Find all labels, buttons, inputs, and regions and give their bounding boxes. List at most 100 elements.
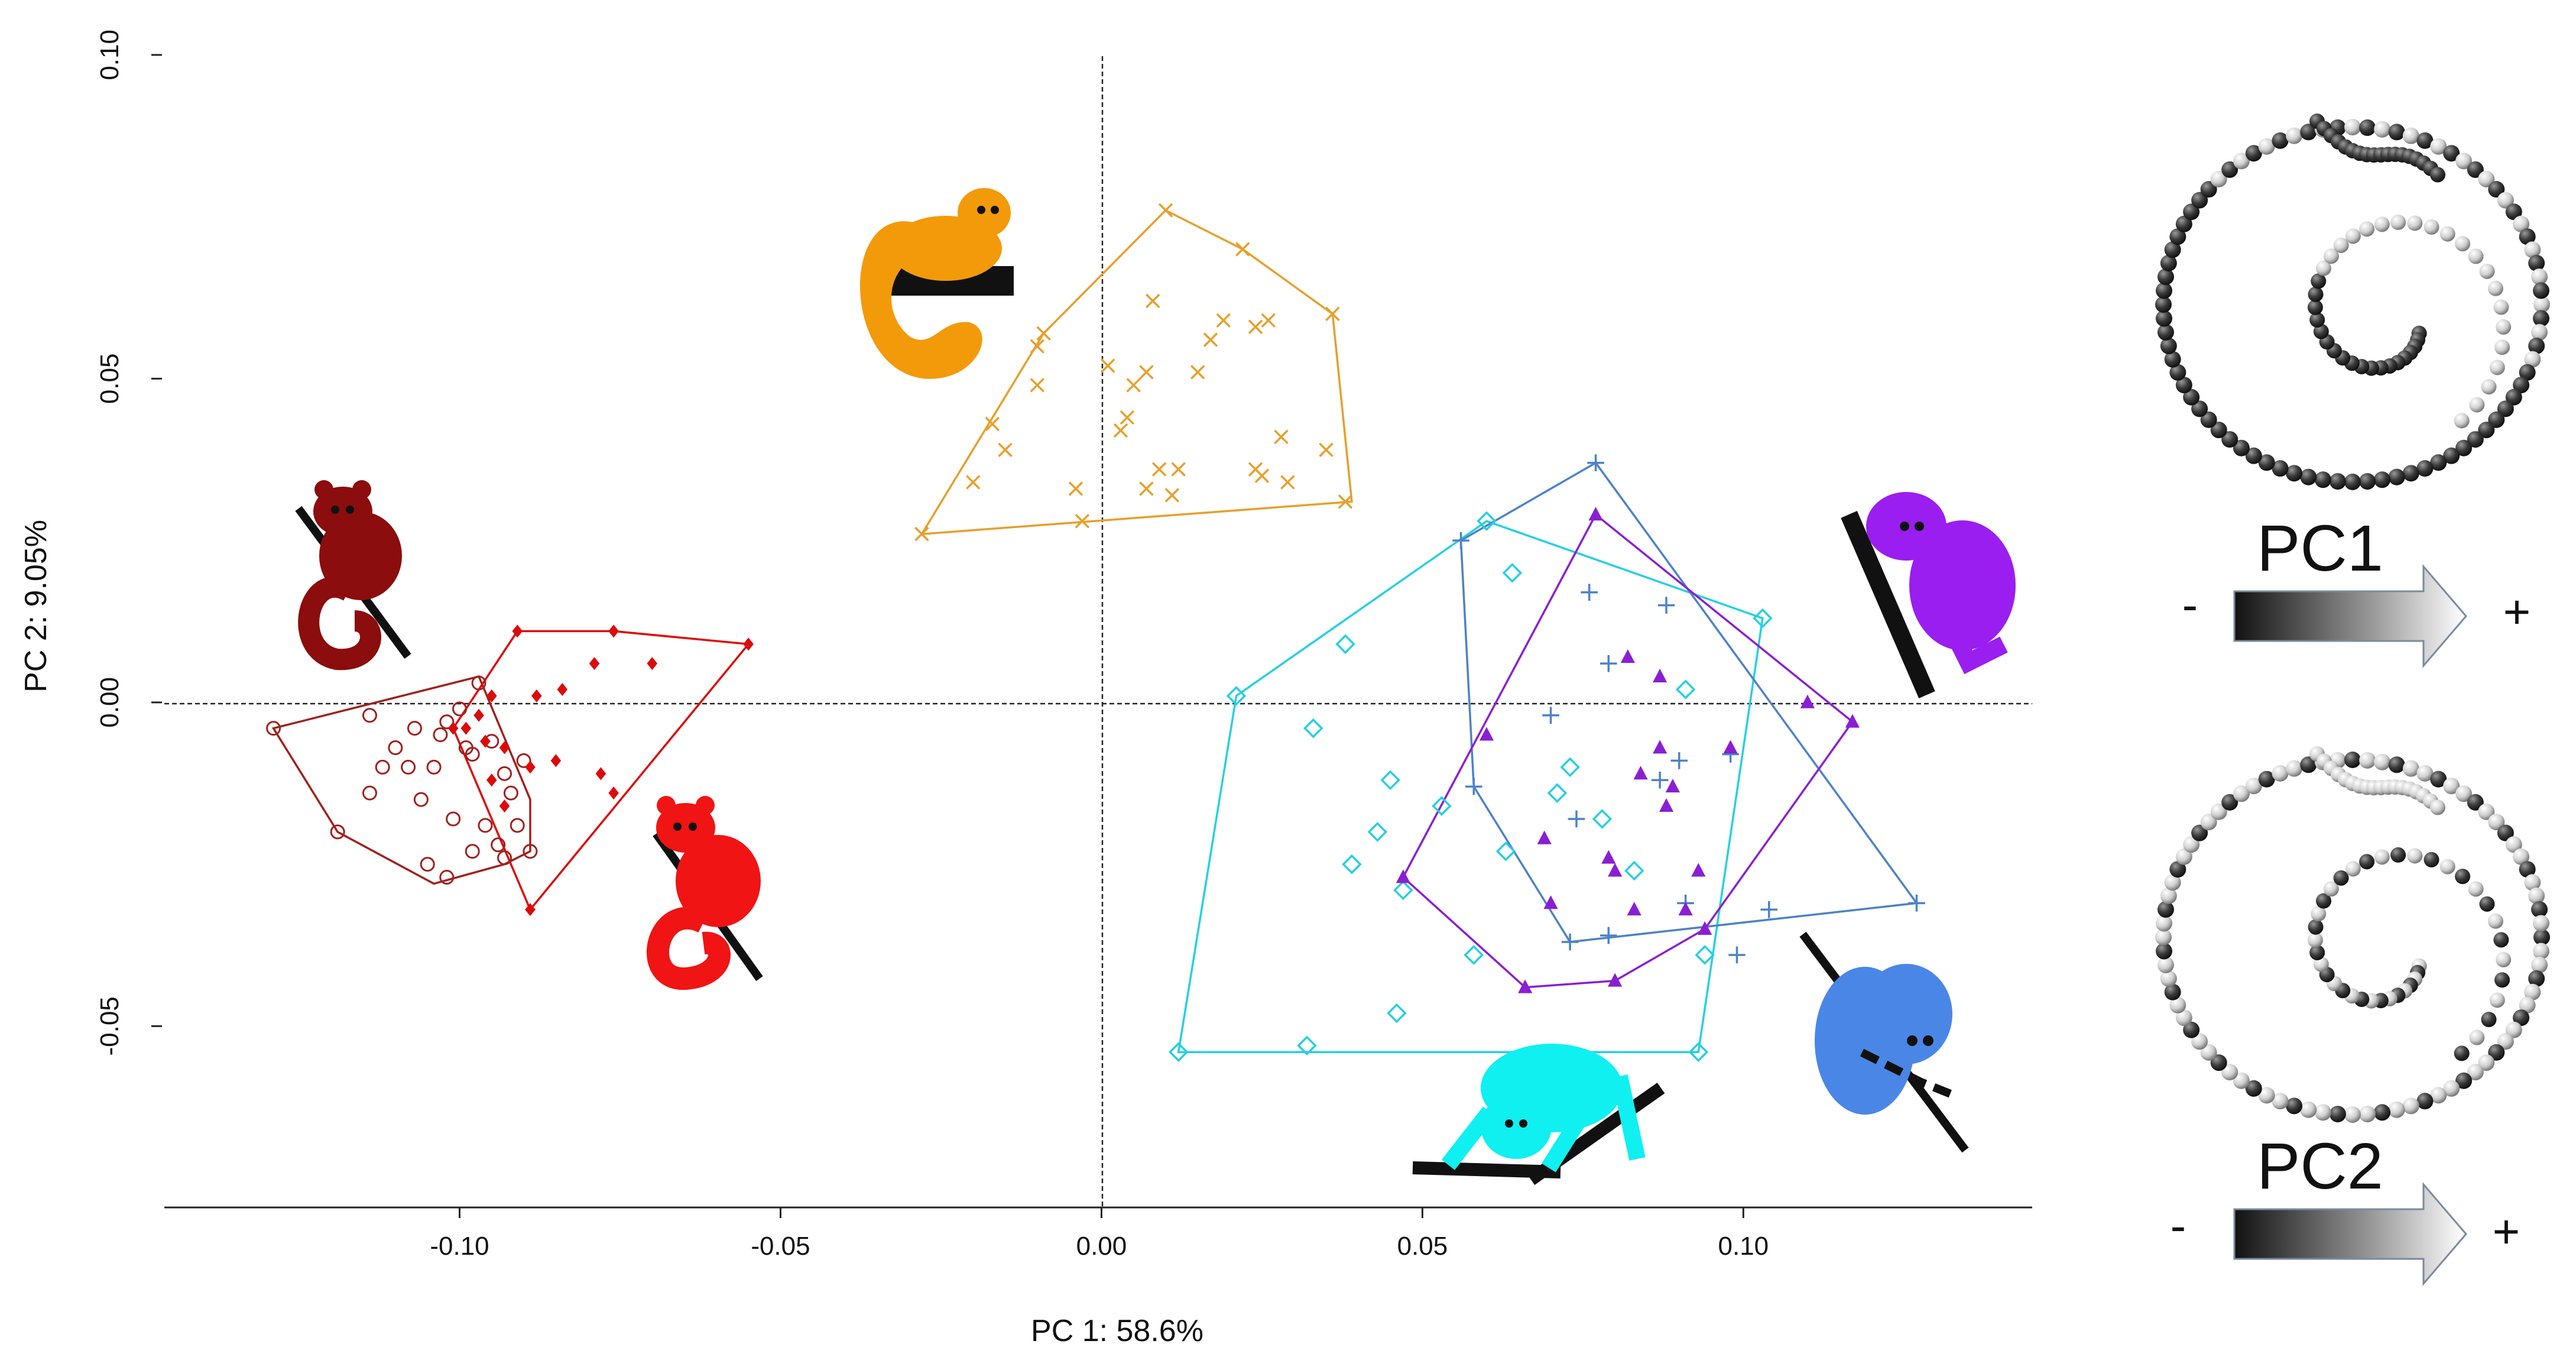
- plot-area: [164, 56, 2032, 1209]
- blue-plus-point: [1465, 778, 1482, 795]
- landmark-sphere: [2533, 310, 2550, 327]
- orange-crosses-point: [1036, 326, 1051, 341]
- landmark-sphere: [2467, 431, 2484, 448]
- landmark-sphere: [2300, 124, 2317, 141]
- landmark-sphere: [2329, 1106, 2346, 1123]
- landmark-sphere: [2423, 851, 2439, 867]
- dark-red-open-circles-point: [446, 811, 461, 827]
- landmark-sphere: [2430, 1087, 2447, 1104]
- landmark-sphere: [2443, 778, 2460, 795]
- purple-triangles-point: [1620, 649, 1635, 663]
- landmark-sphere: [2374, 121, 2391, 138]
- landmark-sphere: [2359, 473, 2376, 490]
- dark-red-open-circles-point: [523, 844, 538, 859]
- landmark-sphere: [2258, 770, 2275, 788]
- landmark-sphere: [2513, 1009, 2530, 1027]
- landmark-sphere: [2455, 153, 2473, 170]
- red-diamonds-point: [608, 624, 619, 638]
- blue-plus-point: [1452, 532, 1469, 549]
- purple-triangles-point: [1601, 850, 1616, 864]
- cyan-diamonds-point: [1335, 634, 1355, 655]
- landmark-sphere: [2233, 439, 2250, 456]
- orange-crosses-point: [914, 526, 929, 542]
- pc1-gradient-legend: PC1 - +: [2182, 512, 2530, 669]
- landmark-sphere: [2221, 794, 2238, 811]
- landmark-sphere: [2390, 214, 2406, 230]
- orange-crosses-point: [1139, 365, 1154, 380]
- landmark-sphere: [2359, 1106, 2376, 1123]
- purple-triangles-point: [1653, 740, 1667, 754]
- orange-crosses-point: [1151, 462, 1167, 477]
- landmark-sphere: [2488, 411, 2505, 428]
- pc1-arrow: [2233, 564, 2467, 669]
- pc2-label: PC2: [2257, 1130, 2383, 1203]
- blue-plus-point: [1600, 927, 1617, 944]
- landmark-sphere: [2323, 248, 2339, 264]
- landmark-sphere: [2481, 1012, 2497, 1028]
- blue-plus-point: [1568, 810, 1585, 828]
- orange-crosses-point: [1120, 410, 1135, 425]
- orange-crosses-point: [1325, 306, 1340, 322]
- purple-triangles-point: [1608, 973, 1623, 987]
- cyan-diamonds-point: [1495, 841, 1516, 862]
- landmark-sphere: [2488, 814, 2505, 831]
- red-diamonds-point: [647, 657, 658, 671]
- landmark-sphere: [2175, 1009, 2192, 1027]
- orange-crosses-point: [1190, 365, 1205, 380]
- landmark-sphere: [2191, 400, 2208, 417]
- orange-crosses-point: [1126, 378, 1141, 393]
- dark-red-open-circles-point: [491, 837, 506, 853]
- landmark-sphere: [2467, 161, 2484, 178]
- blue-plus-point: [1651, 771, 1669, 789]
- landmark-sphere: [2272, 1093, 2289, 1110]
- landmark-sphere: [2157, 901, 2174, 918]
- dark-red-open-circles-point: [497, 850, 512, 866]
- landmark-sphere: [2210, 803, 2227, 820]
- landmark-sphere: [2494, 339, 2510, 355]
- landmark-sphere: [2316, 893, 2332, 909]
- landmark-sphere: [2528, 970, 2545, 987]
- y-tick-label: -0.05: [95, 996, 124, 1055]
- landmark-sphere: [2175, 215, 2192, 232]
- landmark-sphere: [2314, 471, 2331, 488]
- orange-crosses-point: [1274, 429, 1289, 445]
- cyan-diamonds-point: [1342, 854, 1362, 875]
- landmark-sphere: [2323, 881, 2339, 897]
- dark-red-open-circles-point: [516, 753, 531, 768]
- red-diamonds-point: [550, 754, 562, 768]
- landmark-sphere: [2487, 280, 2503, 296]
- landmark-sphere: [2345, 228, 2361, 244]
- dark-red-open-circles-point: [375, 759, 390, 775]
- landmark-sphere: [2430, 770, 2447, 788]
- purple-triangles-point: [1665, 779, 1680, 793]
- landmark-sphere: [2505, 836, 2522, 853]
- cyan-diamonds-point: [1624, 860, 1644, 881]
- landmark-sphere: [2478, 1054, 2495, 1071]
- landmark-sphere: [2455, 236, 2471, 252]
- orange-crosses-point: [1216, 313, 1231, 328]
- dark-red-open-circles-point: [388, 740, 403, 756]
- landmark-sphere: [2402, 465, 2419, 482]
- landmark-sphere: [2496, 319, 2512, 335]
- blue-plus-point: [1587, 454, 1604, 472]
- dark-red-open-circles-point: [266, 721, 281, 736]
- dark-red-open-circles-point: [362, 785, 377, 801]
- purple-triangles-point: [1627, 902, 1641, 916]
- dark-red-open-circles-point: [439, 714, 455, 730]
- landmark-sphere: [2300, 756, 2317, 773]
- landmark-sphere: [2439, 226, 2455, 242]
- landmark-sphere: [2333, 870, 2349, 886]
- landmark-sphere: [2314, 1104, 2331, 1121]
- landmark-sphere: [2374, 753, 2391, 770]
- landmark-sphere: [2155, 296, 2172, 313]
- landmark-sphere: [2469, 1029, 2485, 1045]
- landmark-sphere: [2478, 422, 2495, 439]
- landmark-sphere: [2455, 869, 2471, 885]
- orange-crosses-point: [1248, 319, 1263, 334]
- red-diamonds-point: [531, 689, 542, 702]
- dark-red-open-circles-point: [413, 792, 429, 807]
- landmark-sphere: [2481, 379, 2497, 395]
- red-diamonds-point: [595, 767, 606, 781]
- landmark-sphere: [2489, 992, 2505, 1008]
- landmark-sphere: [2443, 447, 2460, 464]
